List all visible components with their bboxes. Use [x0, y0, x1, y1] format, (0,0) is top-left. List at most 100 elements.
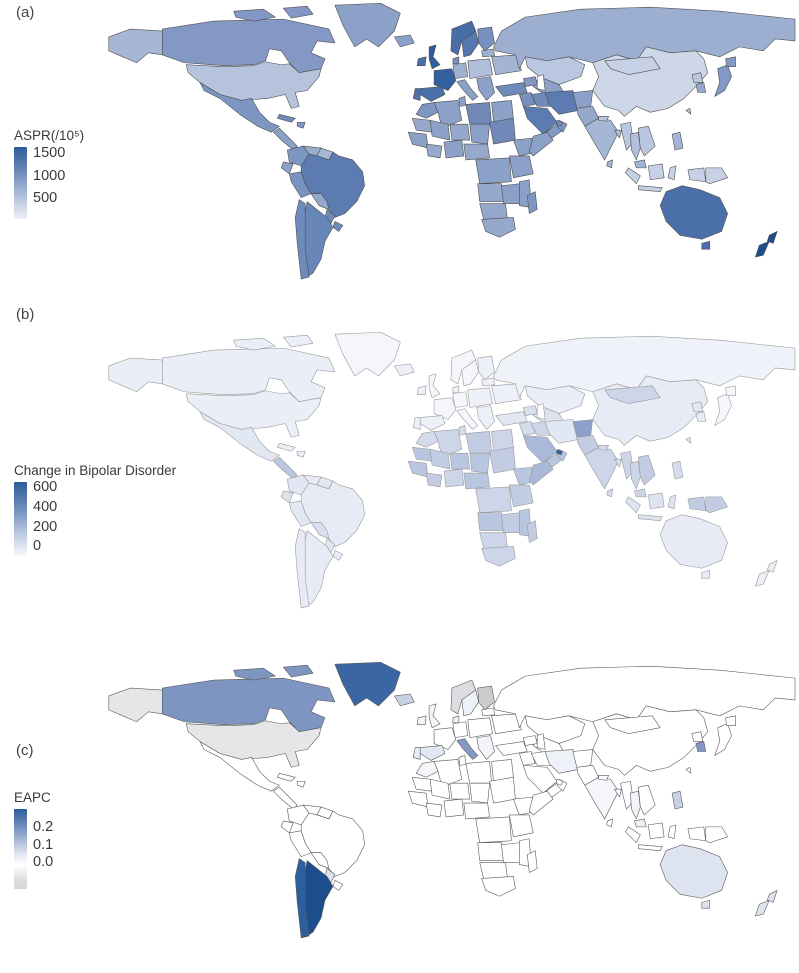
country-saudi-arabia: [523, 765, 558, 794]
country-central-america: [273, 786, 298, 810]
legend-aspr-ticks: 1500 1000 500: [33, 144, 93, 219]
country-sweden: [461, 689, 479, 717]
country-indonesia: [647, 163, 665, 181]
country-australia: [659, 514, 728, 569]
country-north-korea: [691, 72, 704, 83]
legend-eapc: EAPC 0.2 0.1 0.0: [14, 790, 164, 889]
panel-b-label: (b): [16, 306, 35, 323]
country-indonesia: [625, 826, 641, 844]
country-malaysia: [634, 488, 647, 498]
world-map-change: [108, 331, 796, 609]
country-madagascar: [526, 520, 538, 543]
legend-aspr-gradient-bar: [14, 147, 27, 219]
country-canada-islands: [283, 664, 314, 678]
legend-change: Change in Bipolar Disorder 600 400 200 0: [14, 463, 176, 556]
country-myanmar: [620, 450, 634, 480]
country-philippines: [671, 790, 684, 810]
country-niger: [449, 452, 471, 470]
country-nigeria: [443, 468, 465, 488]
country-italy: [456, 408, 478, 430]
country-mongolia: [604, 385, 661, 404]
country-mauritania: [411, 776, 433, 792]
country-hispaniola: [296, 121, 306, 129]
world-map-eapc: [108, 661, 796, 939]
country-sweden: [461, 30, 479, 58]
country-nepal: [598, 445, 609, 451]
country-sudan: [489, 117, 516, 145]
country-ecuador: [281, 820, 294, 834]
country-zambia-zimbabwe: [501, 183, 522, 204]
country-south-korea: [695, 82, 707, 93]
country-chad: [469, 123, 490, 145]
country-nigeria: [443, 798, 465, 818]
country-indonesia: [638, 514, 663, 521]
country-mali: [429, 448, 451, 470]
country-caucasus: [523, 405, 538, 416]
country-levant: [519, 751, 536, 766]
country-mongolia: [604, 715, 661, 734]
country-libya: [465, 761, 492, 784]
country-sweden: [461, 359, 479, 387]
country-thailand: [630, 790, 641, 820]
country-drc: [475, 486, 512, 514]
country-brazil: [300, 151, 365, 218]
country-indonesia: [667, 824, 677, 840]
country-levant: [519, 92, 536, 107]
country-niger: [449, 782, 471, 800]
country-uruguay: [332, 880, 344, 891]
country-canada-islands: [283, 5, 314, 19]
country-india: [584, 776, 619, 820]
country-ecuador: [281, 161, 294, 175]
country-germany: [452, 62, 469, 79]
country-indonesia: [625, 496, 641, 514]
country-uk: [428, 373, 441, 398]
country-france: [433, 727, 457, 750]
country-greenland: [334, 2, 401, 48]
legend-tick: 200: [33, 519, 58, 536]
country-japan: [714, 393, 732, 426]
country-spain: [419, 86, 446, 102]
country-baltics: [481, 377, 495, 387]
country-canada-islands: [283, 334, 314, 348]
country-somalia: [528, 460, 554, 486]
country-tunisia: [458, 425, 467, 436]
country-bangladesh: [614, 129, 622, 139]
country-finland: [477, 355, 495, 381]
country-sudan: [489, 446, 516, 474]
country-denmark: [452, 56, 460, 65]
country-canada-islands: [233, 337, 276, 351]
country-germany: [452, 721, 469, 738]
country-ukraine: [491, 383, 522, 404]
country-india: [584, 117, 619, 161]
country-finland: [477, 685, 495, 711]
country-uk: [428, 703, 441, 728]
country-spain: [419, 415, 446, 431]
legend-tick: 500: [33, 190, 58, 207]
country-saudi-arabia: [523, 106, 558, 135]
country-greenland: [334, 331, 401, 377]
country-kenya-tanzania: [509, 155, 534, 179]
country-alaska: [108, 687, 163, 723]
country-denmark: [452, 715, 460, 724]
country-ireland: [416, 715, 427, 726]
caspian-sea: [536, 733, 546, 750]
country-mali: [429, 778, 451, 800]
country-new-zealand: [766, 890, 778, 903]
country-alaska: [108, 357, 163, 393]
country-iceland: [394, 363, 415, 377]
legend-tick: 1500: [33, 144, 66, 161]
legend-aspr: ASPR(/10⁵) 1500 1000 500: [14, 128, 164, 219]
country-iran: [544, 90, 580, 115]
country-taiwan: [685, 437, 692, 444]
country-new-zealand: [766, 560, 778, 573]
country-myanmar: [620, 780, 634, 810]
country-caucasus: [523, 76, 538, 87]
country-madagascar: [526, 850, 538, 873]
legend-tick: 0.1: [33, 837, 54, 853]
country-mexico: [199, 411, 280, 462]
country-north-korea: [691, 401, 704, 412]
country-saudi-arabia: [523, 435, 558, 464]
country-mali: [429, 119, 451, 141]
country-finland: [477, 26, 495, 52]
country-uruguay: [332, 221, 344, 232]
